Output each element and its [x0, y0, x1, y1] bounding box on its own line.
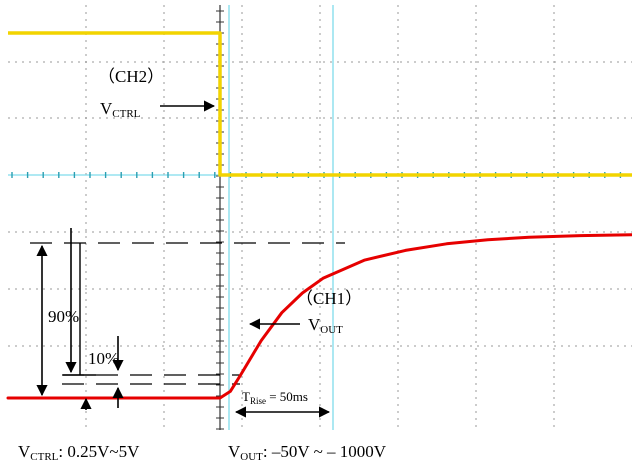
pct10-label: 10%: [88, 349, 119, 368]
ch2-label: （CH2）: [98, 67, 164, 86]
level-guides: [30, 242, 345, 385]
grid: [8, 5, 632, 430]
cursor-lines: [228, 5, 334, 430]
ch2-trace: [8, 31, 632, 177]
pct90-label: 90%: [48, 307, 79, 326]
ch1-trace: [6, 233, 632, 400]
annotations: [36, 100, 331, 418]
vout-spec: VOUT: –50V ~ – 1000V: [228, 442, 387, 463]
vctrl-spec: VCTRL: 0.25V~5V: [18, 442, 140, 463]
trise-label: TRise = 50ms: [242, 389, 308, 406]
ch1-label: （CH1）: [296, 289, 362, 308]
vout-label: VOUT: [308, 315, 343, 336]
vctrl-label: VCTRL: [100, 99, 141, 120]
traces: [6, 31, 632, 400]
